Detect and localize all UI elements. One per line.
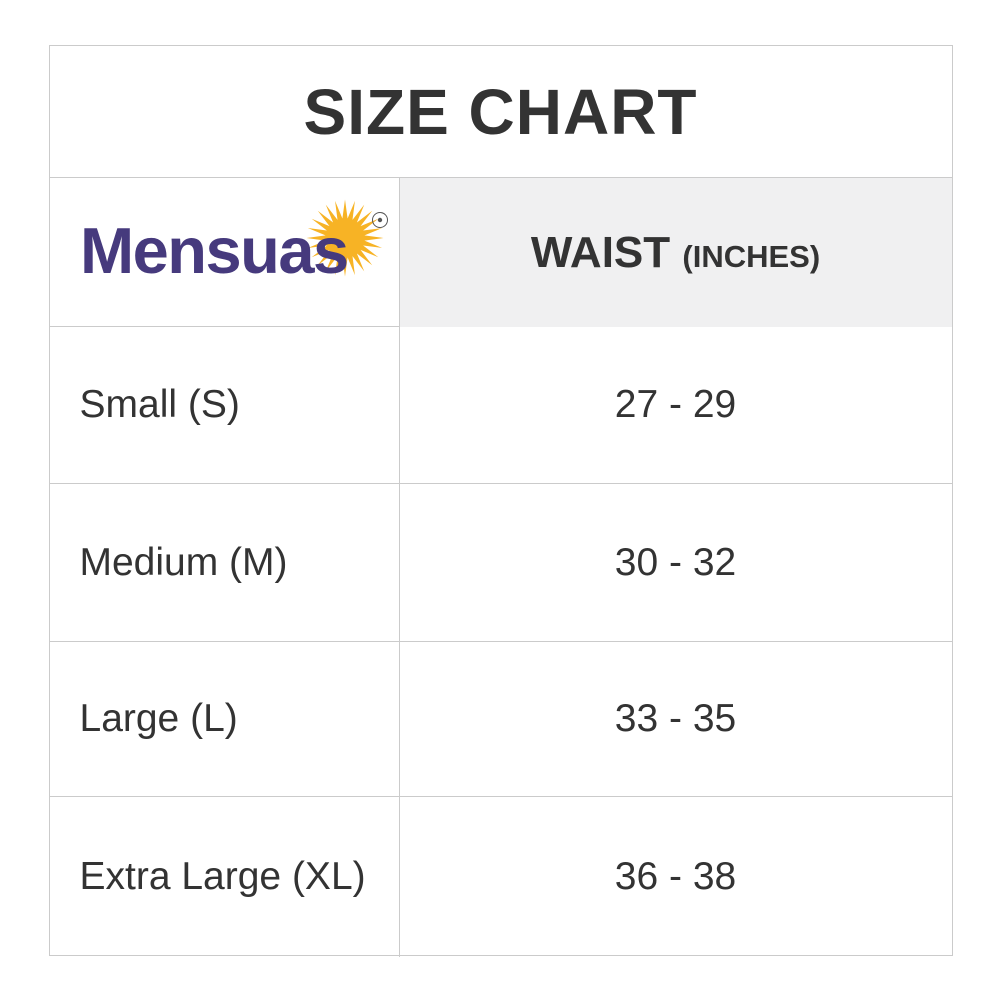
svg-text:Mensuas: Mensuas [80,214,348,287]
